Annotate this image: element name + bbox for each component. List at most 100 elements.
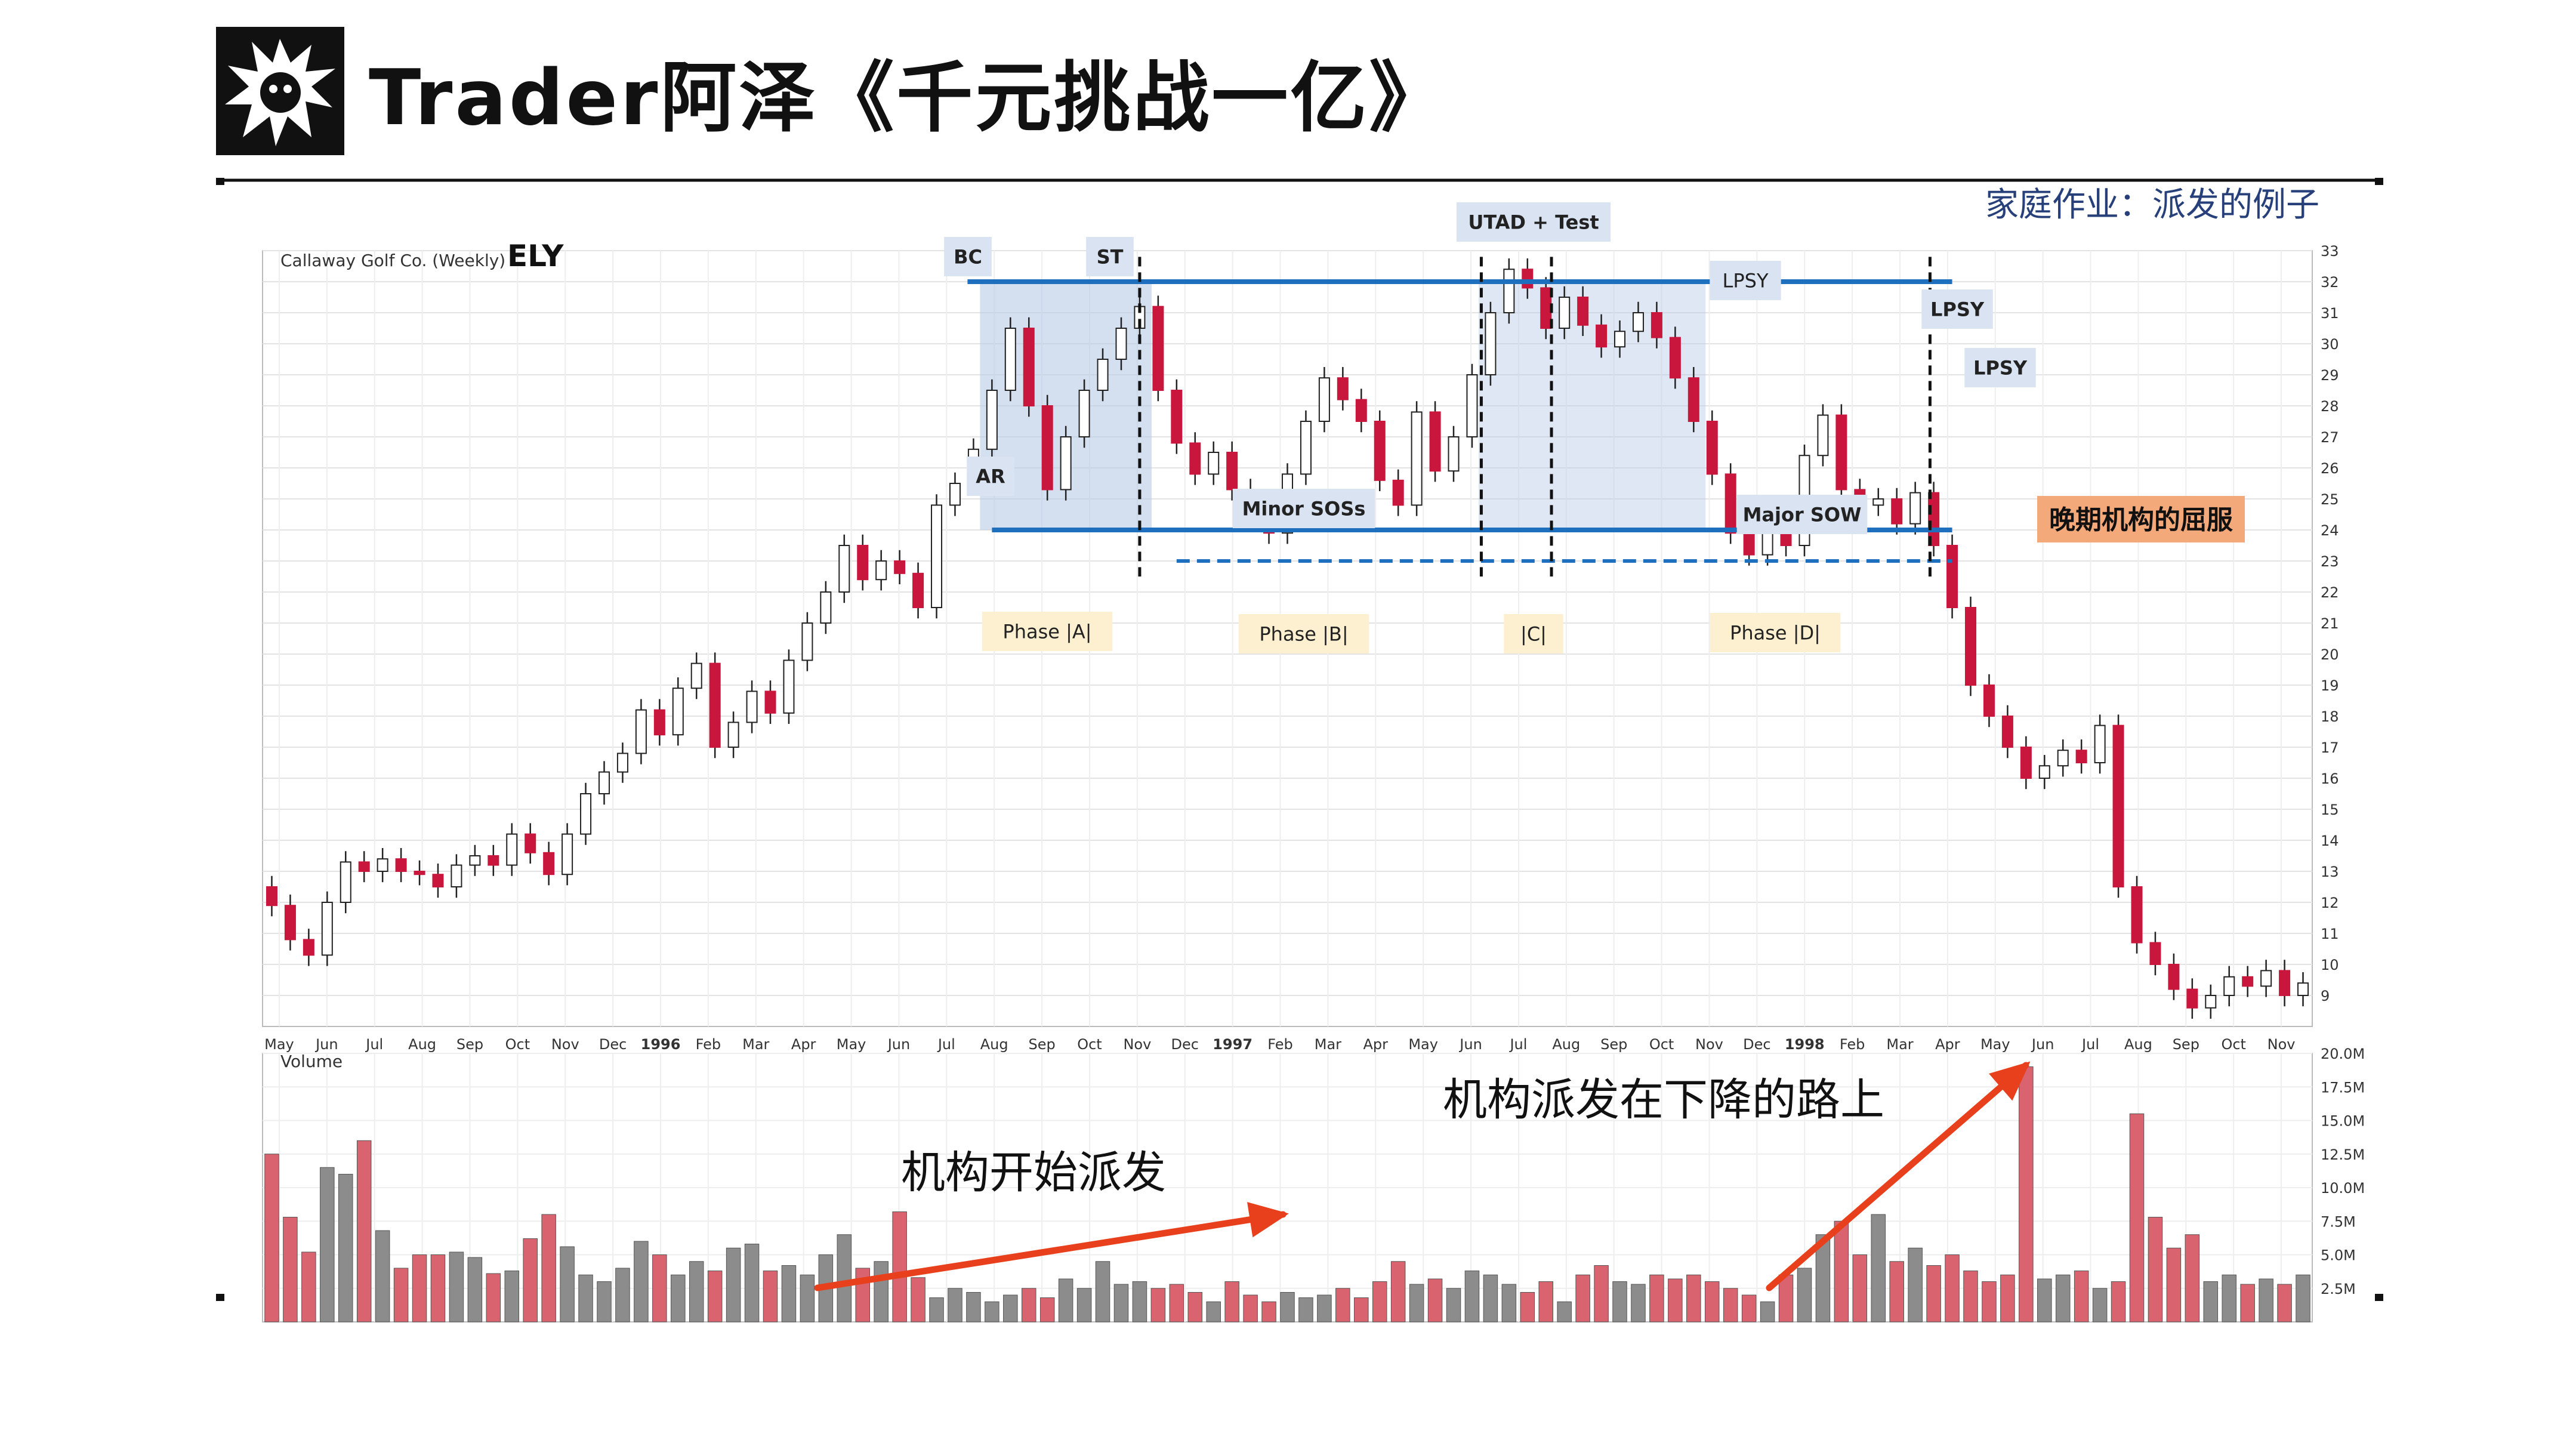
candle-body bbox=[727, 722, 739, 748]
price-tick-label: 16 bbox=[2321, 770, 2339, 787]
volume-tick-label: 17.5M bbox=[2321, 1079, 2365, 1096]
volume-bar bbox=[1132, 1281, 1147, 1322]
volume-bar bbox=[393, 1268, 409, 1322]
arrow-distribution-down-shaft bbox=[1766, 1062, 2029, 1291]
candle-body bbox=[1411, 411, 1423, 506]
price-tick-label: 17 bbox=[2321, 739, 2339, 756]
volume-tick-label: 10.0M bbox=[2321, 1180, 2365, 1197]
x-tick-label: Apr bbox=[1935, 1036, 1960, 1053]
homework-label: 家庭作业：派发的例子 bbox=[1985, 186, 2319, 224]
candle-body bbox=[1115, 328, 1127, 360]
label-lpsy-2-text: LPSY bbox=[1930, 298, 1985, 321]
volume-bar bbox=[1575, 1274, 1590, 1322]
price-tick-label: 11 bbox=[2321, 926, 2339, 942]
x-tick-label: Dec bbox=[1743, 1036, 1770, 1053]
volume-bar bbox=[1298, 1297, 1313, 1322]
price-tick-label: 12 bbox=[2321, 895, 2339, 911]
price-tick-label: 19 bbox=[2321, 677, 2339, 694]
volume-bar bbox=[449, 1251, 464, 1322]
label-lpsy-3: LPSY bbox=[1964, 348, 2036, 387]
label-phase-c-text: |C| bbox=[1520, 623, 1547, 646]
label-utad: UTAD + Test bbox=[1456, 202, 1611, 242]
volume-bar bbox=[1039, 1297, 1055, 1322]
candle-body bbox=[1651, 312, 1662, 338]
volume-bar bbox=[375, 1230, 390, 1322]
x-tick-label: Jun bbox=[887, 1036, 911, 1053]
volume-bar bbox=[689, 1261, 704, 1322]
volume-bar bbox=[2166, 1247, 2182, 1322]
volume-bar bbox=[744, 1244, 760, 1322]
label-st-bg bbox=[1086, 237, 1134, 276]
candle-body bbox=[653, 709, 665, 736]
x-tick-label: Nov bbox=[551, 1036, 579, 1053]
candle-body bbox=[2131, 886, 2143, 944]
volume-bar bbox=[2222, 1274, 2237, 1322]
candle-body bbox=[2168, 964, 2180, 990]
volume-bar bbox=[837, 1234, 852, 1322]
volume-bar bbox=[1464, 1271, 1480, 1322]
volume-bar bbox=[1095, 1261, 1110, 1322]
candle-body bbox=[488, 855, 499, 866]
volume-bar bbox=[671, 1274, 686, 1322]
candle-body bbox=[746, 690, 758, 723]
volume-bar bbox=[1446, 1288, 1461, 1322]
label-lpsy-3-text: LPSY bbox=[1973, 357, 2028, 380]
x-tick-label: Dec bbox=[1171, 1036, 1199, 1053]
volume-bar bbox=[1150, 1288, 1166, 1322]
volume-bar bbox=[1058, 1278, 1073, 1322]
x-tick-label: Sep bbox=[1028, 1036, 1055, 1053]
price-tick-label: 25 bbox=[2321, 491, 2339, 508]
x-tick-label: May bbox=[837, 1036, 866, 1053]
logo bbox=[216, 27, 344, 155]
corner-mark-left bbox=[216, 1294, 224, 1301]
label-phase-b-text: Phase |B| bbox=[1259, 623, 1348, 646]
x-tick-label: Sep bbox=[2173, 1036, 2199, 1053]
volume-bar bbox=[1335, 1288, 1350, 1322]
price-tick-label: 10 bbox=[2321, 957, 2339, 973]
arrow-distribution-start bbox=[814, 1202, 1289, 1291]
label-ar-bg bbox=[967, 457, 1014, 496]
volume-bar bbox=[560, 1246, 575, 1322]
label-ar: AR bbox=[967, 457, 1014, 496]
candle-body bbox=[894, 560, 906, 574]
x-tick-label: Aug bbox=[1552, 1036, 1580, 1053]
candle-body bbox=[1097, 359, 1109, 391]
volume-bar bbox=[338, 1174, 353, 1322]
volume-bar bbox=[652, 1254, 667, 1322]
arrow-distribution-down-head bbox=[1989, 1061, 2031, 1101]
x-tick-label: May bbox=[1980, 1036, 2010, 1053]
volume-bar bbox=[2259, 1278, 2273, 1322]
label-major-sow: Major SOW bbox=[1736, 495, 1868, 534]
volume-bar bbox=[1354, 1297, 1369, 1322]
candle-body bbox=[783, 659, 795, 714]
volume-bar bbox=[264, 1154, 279, 1322]
volume-bar bbox=[1483, 1274, 1498, 1322]
volume-bar bbox=[1372, 1281, 1387, 1322]
volume-bar bbox=[1760, 1301, 1775, 1322]
candle-body bbox=[820, 591, 832, 624]
candle-body bbox=[1891, 498, 1903, 525]
volume-bar bbox=[1113, 1284, 1129, 1322]
volume-bar bbox=[1852, 1254, 1868, 1322]
candle-body bbox=[469, 855, 481, 866]
volume-tick-label: 7.5M bbox=[2321, 1213, 2356, 1230]
candle-body bbox=[2112, 724, 2124, 887]
volume-bar bbox=[634, 1241, 649, 1322]
price-tick-label: 33 bbox=[2321, 243, 2339, 260]
candle-body bbox=[1485, 312, 1497, 375]
volume-bars bbox=[264, 1066, 2310, 1322]
x-tick-label: Jul bbox=[2081, 1036, 2099, 1053]
price-tick-label: 18 bbox=[2321, 708, 2339, 725]
label-lpsy-1-bg bbox=[1710, 261, 1781, 300]
label-major-sow-text: Major SOW bbox=[1743, 504, 1862, 526]
candle-body bbox=[562, 833, 573, 875]
label-late-capitulation-text: 晚期机构的屈服 bbox=[2049, 505, 2233, 535]
x-tick-label: Jun bbox=[314, 1036, 338, 1053]
x-tick-label: May bbox=[1408, 1036, 1438, 1053]
candle-body bbox=[1632, 312, 1644, 332]
label-lpsy-3-bg bbox=[1964, 348, 2036, 387]
candle-body bbox=[2260, 970, 2272, 987]
candle-body bbox=[2075, 750, 2087, 763]
x-tick-label: Mar bbox=[1886, 1036, 1913, 1053]
volume-bar bbox=[726, 1247, 741, 1322]
